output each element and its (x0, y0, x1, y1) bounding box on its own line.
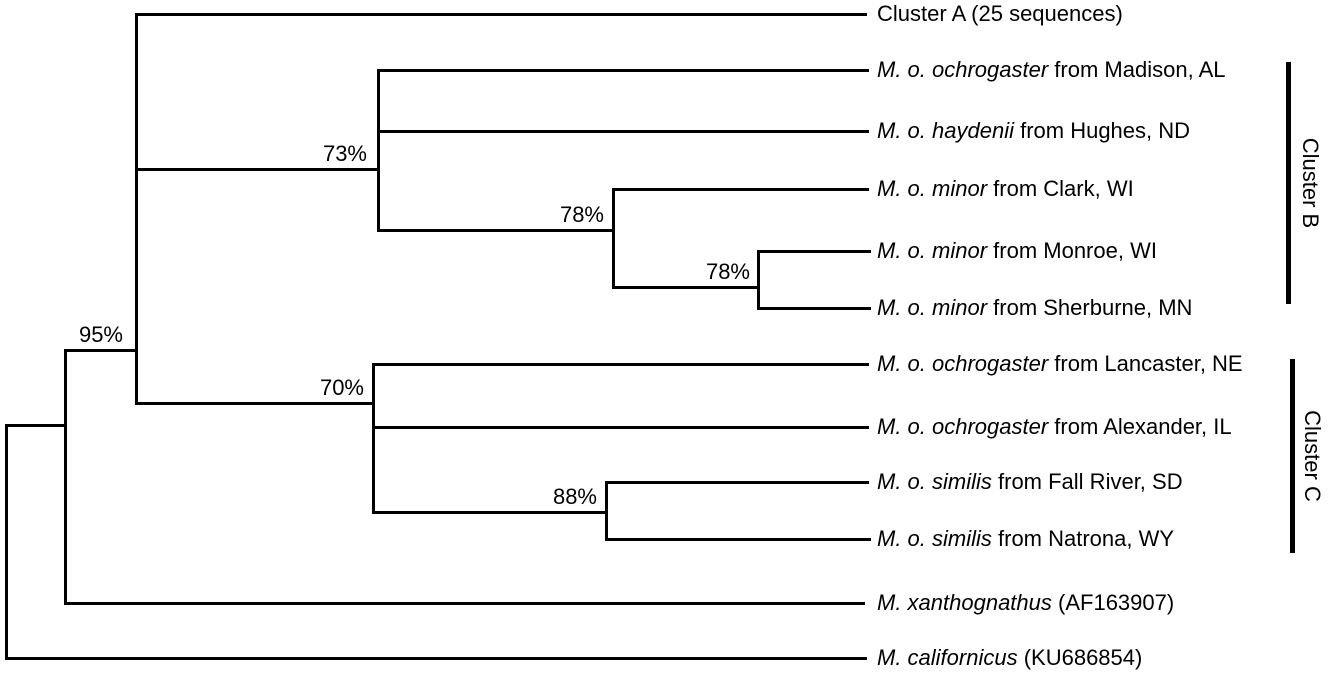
cluster-b-bar (1286, 62, 1291, 304)
bootstrap-70: 70% (319, 375, 364, 400)
tip-label-text: from Lancaster, NE (1048, 351, 1243, 376)
branch-fall-river (605, 481, 869, 484)
tip-label-text: from Clark, WI (987, 176, 1134, 201)
cluster-c-label: Cluster C (1300, 410, 1325, 502)
bootstrap-88: 88% (552, 484, 597, 509)
species-name: M. xanthognathus (877, 590, 1052, 615)
cluster-b-label: Cluster B (1298, 137, 1323, 229)
branch-88 (372, 511, 608, 514)
tip-cluster-a: Cluster A (25 sequences) (877, 1, 1123, 27)
branch-xanthognathus (64, 602, 865, 605)
tip-label-text: from Natrona, WY (991, 526, 1175, 551)
tip-label-text: (AF163907) (1051, 590, 1175, 615)
node-78a-vertical (612, 188, 615, 289)
tip-label-text: from Hughes, ND (1013, 118, 1191, 143)
species-name: M. o. similis (877, 526, 992, 551)
root-top-branch (5, 424, 67, 427)
tip-monroe: M. o. minor from Monroe, WI (877, 238, 1157, 264)
node-73-vertical (377, 69, 380, 232)
species-name: M. o. minor (877, 238, 988, 263)
branch-78a (377, 229, 615, 232)
tip-label-text: from Sherburne, MN (987, 295, 1193, 320)
bootstrap-95: 95% (78, 322, 123, 347)
branch-haydenii (377, 130, 869, 133)
species-name: M. o. haydenii (877, 118, 1014, 143)
tip-alexander: M. o. ochrogaster from Alexander, IL (877, 414, 1232, 440)
bootstrap-78b: 78% (705, 259, 750, 284)
branch-natrona (605, 538, 871, 541)
species-name: M. o. similis (877, 469, 992, 494)
node-70-vertical (372, 363, 375, 514)
branch-73 (135, 168, 380, 171)
tip-clark: M. o. minor from Clark, WI (877, 176, 1134, 202)
tip-label-text: from Alexander, IL (1048, 414, 1232, 439)
species-name: M. o. minor (877, 176, 988, 201)
tip-label-text: (KU686854) (1017, 645, 1143, 670)
branch-californicus (5, 657, 867, 660)
species-name: M. o. ochrogaster (877, 57, 1049, 82)
branch-alexander (372, 426, 869, 429)
species-name: M. o. ochrogaster (877, 351, 1049, 376)
species-name: M. o. minor (877, 295, 988, 320)
species-name: M. o. ochrogaster (877, 414, 1049, 439)
bootstrap-78a: 78% (559, 202, 604, 227)
node-78b-vertical (757, 250, 760, 310)
branch-95 (64, 349, 138, 352)
tip-sherburne: M. o. minor from Sherburne, MN (877, 295, 1192, 321)
branch-cluster-a (135, 13, 867, 16)
tip-madison: M. o. ochrogaster from Madison, AL (877, 57, 1226, 83)
bootstrap-73: 73% (322, 141, 367, 166)
tip-label-text: Cluster A (25 sequences) (877, 1, 1123, 26)
branch-monroe (757, 250, 871, 253)
branch-70 (135, 402, 375, 405)
tip-label-text: from Monroe, WI (987, 238, 1157, 263)
cluster-c-bar (1290, 359, 1295, 553)
branch-78b (612, 286, 760, 289)
tip-label-text: from Madison, AL (1048, 57, 1226, 82)
tip-haydenii: M. o. haydenii from Hughes, ND (877, 118, 1190, 144)
tip-fall-river: M. o. similis from Fall River, SD (877, 469, 1183, 495)
tip-lancaster: M. o. ochrogaster from Lancaster, NE (877, 351, 1243, 377)
branch-lancaster (372, 363, 869, 366)
branch-clark (612, 188, 869, 191)
species-name: M. californicus (877, 645, 1018, 670)
root-vertical (5, 424, 8, 660)
branch-madison (377, 69, 869, 72)
tip-natrona: M. o. similis from Natrona, WY (877, 526, 1174, 552)
tip-xanthognathus: M. xanthognathus (AF163907) (877, 590, 1174, 616)
tip-californicus: M. californicus (KU686854) (877, 645, 1142, 671)
branch-sherburne (757, 307, 871, 310)
node-95-vertical (135, 13, 138, 405)
tip-label-text: from Fall River, SD (991, 469, 1183, 494)
outgroup-node-vertical (64, 349, 67, 605)
